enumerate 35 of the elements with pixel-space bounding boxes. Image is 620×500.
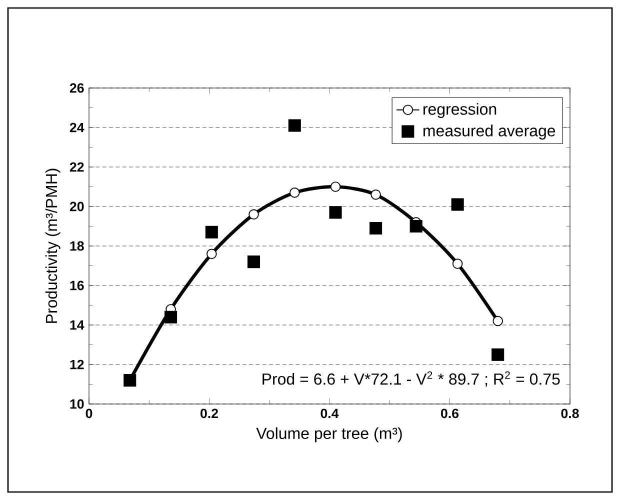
y-axis-title: Productivity (m³/PMH) — [45, 168, 60, 323]
point — [289, 188, 300, 198]
y-tick-label: 20 — [70, 202, 84, 212]
point — [330, 182, 341, 192]
legend-label: measured average — [424, 124, 556, 140]
point — [370, 222, 382, 234]
y-tick-label: 12 — [70, 360, 84, 370]
point — [492, 316, 503, 326]
y-tick-label: 24 — [70, 122, 84, 132]
point — [247, 256, 260, 268]
y-tick-label: 16 — [70, 280, 84, 290]
point — [329, 206, 342, 219]
y-tick-label: 10 — [70, 399, 84, 409]
point — [492, 348, 504, 361]
x-axis-title: Volume per tree (m³) — [256, 427, 402, 442]
point — [410, 220, 422, 233]
x-tick-label: 0 — [86, 408, 92, 418]
point — [164, 310, 178, 324]
y-tick-label: 18 — [70, 241, 84, 251]
point — [205, 226, 218, 238]
y-tick-label: 26 — [70, 83, 84, 93]
point — [451, 198, 464, 211]
point — [248, 209, 259, 220]
point — [288, 119, 301, 132]
y-tick-label: 22 — [70, 162, 84, 172]
point — [206, 248, 217, 260]
point — [370, 190, 381, 200]
x-tick-label: 0.2 — [200, 408, 218, 418]
x-tick-label: 0.6 — [441, 408, 459, 418]
x-tick-label: 0.8 — [561, 408, 579, 418]
y-tick-label: 14 — [70, 320, 84, 330]
annotation: Prod = 6.6 + V*72.1 - V$^{2}$ * 89.7 ; R$^{2}$ = 0.75 — [262, 371, 560, 387]
x-tick-label: 0.4 — [320, 408, 339, 418]
point — [452, 258, 463, 269]
legend-label: regression — [424, 103, 496, 118]
